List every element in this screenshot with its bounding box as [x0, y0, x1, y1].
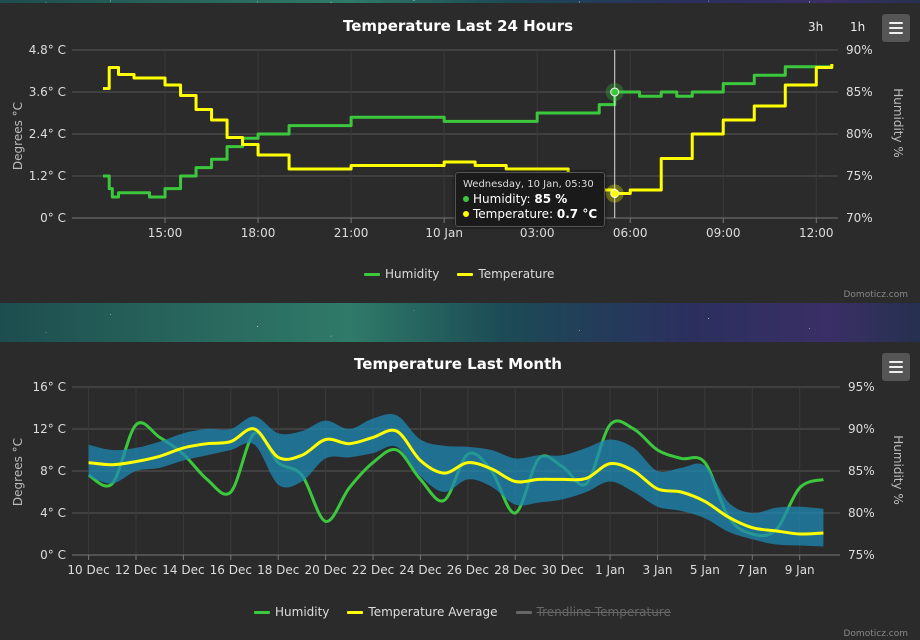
- x-tick-label: 06:00: [613, 226, 648, 240]
- tooltip-temperature-row: Temperature: 0.7 °C: [463, 207, 597, 222]
- tooltip-header: Wednesday, 10 Jan, 05:30: [463, 179, 594, 190]
- month-chart-title: Temperature Last Month: [354, 355, 562, 373]
- background-strip-middle: [0, 303, 920, 342]
- day-chart-tooltip: Wednesday, 10 Jan, 05:30 Humidity: 85 % …: [455, 172, 606, 227]
- y-right-tick-label: 80%: [848, 506, 875, 520]
- temperature-range-band: [88, 414, 824, 547]
- day-chart-svg: Temperature Last 24 Hours 0° C 1.2° C 2.4°…: [11, 17, 905, 240]
- x-tick-label: 7 Jan: [737, 563, 767, 577]
- y-left-tick-label: 0° C: [40, 548, 66, 562]
- legend-temperature[interactable]: Temperature: [457, 267, 554, 281]
- temperature-line: [103, 64, 834, 195]
- day-chart-title: Temperature Last 24 Hours: [343, 17, 573, 35]
- y-left-tick-label: 16° C: [33, 380, 66, 394]
- y-right-tick-label: 95%: [848, 380, 875, 394]
- y-left-tick-label: 2.4° C: [29, 127, 66, 141]
- month-y-right-label: Humidity %: [891, 435, 905, 505]
- x-tick-label: 22 Dec: [352, 563, 394, 577]
- x-tick-label: 30 Dec: [542, 563, 584, 577]
- y-left-tick-label: 0° C: [40, 211, 66, 225]
- legend-temperature-average[interactable]: Temperature Average: [347, 605, 498, 619]
- y-right-tick-label: 85%: [848, 464, 875, 478]
- y-right-tick-label: 85%: [846, 85, 873, 99]
- day-chart-menu-button[interactable]: [882, 14, 910, 42]
- month-y-left-label: Degrees °C: [11, 438, 25, 506]
- x-tick-label: 1 Jan: [595, 563, 625, 577]
- x-tick-label: 21:00: [334, 226, 369, 240]
- month-chart-panel: Temperature Last Month 0° C 4° C 8° C 12° C…: [0, 342, 920, 640]
- day-chart-panel: Temperature Last 24 Hours 0° C 1.2° C 2.4°…: [0, 3, 920, 303]
- x-tick-label: 20 Dec: [304, 563, 346, 577]
- day-y-right-label: Humidity %: [891, 88, 905, 158]
- y-left-tick-label: 12° C: [33, 422, 66, 436]
- x-tick-label: 03:00: [520, 226, 555, 240]
- x-tick-label: 26 Dec: [447, 563, 489, 577]
- x-tick-label: 12:00: [799, 226, 834, 240]
- tooltip-temperature-value: 0.7 °C: [556, 207, 598, 221]
- month-chart-svg: Temperature Last Month 0° C 4° C 8° C 12° C…: [11, 355, 905, 577]
- tooltip-humidity-row: Humidity: 85 %: [463, 192, 597, 207]
- y-left-tick-label: 1.2° C: [29, 169, 66, 183]
- x-tick-label: 3 Jan: [643, 563, 673, 577]
- day-chart-legend: Humidity Temperature: [364, 267, 554, 281]
- day-y-left-label: Degrees °C: [11, 102, 25, 170]
- y-right-tick-label: 90%: [846, 43, 873, 57]
- month-chart-credits[interactable]: Domoticz.com: [843, 629, 909, 639]
- x-tick-label: 15:00: [148, 226, 183, 240]
- legend-trendline-temperature[interactable]: Trendline Temperature: [515, 605, 671, 619]
- range-1h-button[interactable]: 1h: [850, 20, 866, 34]
- y-left-tick-label: 8° C: [40, 464, 66, 478]
- y-right-tick-label: 75%: [848, 548, 875, 562]
- tooltip-humidity-value: 85 %: [534, 192, 568, 206]
- x-tick-label: 24 Dec: [399, 563, 441, 577]
- month-chart-menu-button[interactable]: [882, 353, 910, 381]
- legend-humidity[interactable]: Humidity: [364, 267, 439, 281]
- humidity-dot-icon: [463, 196, 469, 202]
- x-tick-label: 16 Dec: [210, 563, 252, 577]
- hover-marker-temperature: [610, 189, 620, 198]
- temperature-dot-icon: [463, 211, 469, 217]
- x-tick-label: 09:00: [706, 226, 741, 240]
- x-tick-label: 12 Dec: [115, 563, 157, 577]
- legend-humidity[interactable]: Humidity: [254, 605, 329, 619]
- background-strip-top: [0, 0, 920, 3]
- y-right-tick-label: 80%: [846, 127, 873, 141]
- y-right-tick-label: 75%: [846, 169, 873, 183]
- day-chart-credits[interactable]: Domoticz.com: [843, 290, 909, 300]
- x-tick-label: 10 Jan: [425, 226, 463, 240]
- x-tick-label: 18:00: [241, 226, 276, 240]
- y-left-tick-label: 3.6° C: [29, 85, 66, 99]
- range-3h-button[interactable]: 3h: [808, 20, 824, 34]
- x-tick-label: 14 Dec: [162, 563, 204, 577]
- x-tick-label: 9 Jan: [785, 563, 815, 577]
- humidity-line: [103, 65, 832, 199]
- x-tick-label: 10 Dec: [67, 563, 109, 577]
- y-left-tick-label: 4° C: [40, 506, 66, 520]
- hover-marker-humidity: [610, 87, 620, 97]
- y-right-tick-label: 90%: [848, 422, 875, 436]
- month-chart-legend: Humidity Temperature Average Trendline T…: [254, 605, 671, 619]
- temperature-average-line: [88, 427, 824, 536]
- y-right-tick-label: 70%: [846, 211, 873, 225]
- x-tick-label: 18 Dec: [257, 563, 299, 577]
- y-left-tick-label: 4.8° C: [29, 43, 66, 57]
- x-tick-label: 5 Jan: [690, 563, 720, 577]
- x-tick-label: 28 Dec: [494, 563, 536, 577]
